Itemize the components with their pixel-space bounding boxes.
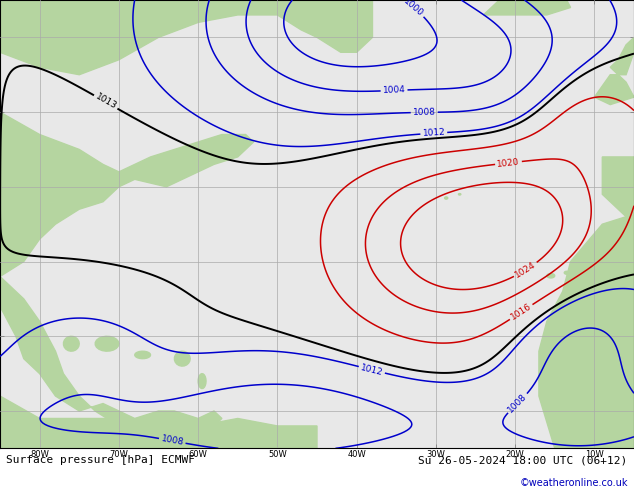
Text: Surface pressure [hPa] ECMWF: Surface pressure [hPa] ECMWF	[6, 455, 195, 465]
Polygon shape	[95, 336, 119, 351]
Polygon shape	[602, 157, 634, 217]
Text: 1016: 1016	[509, 302, 533, 322]
Polygon shape	[458, 194, 461, 195]
Text: 1008: 1008	[413, 108, 436, 117]
Text: ©weatheronline.co.uk: ©weatheronline.co.uk	[519, 477, 628, 488]
Polygon shape	[0, 276, 222, 441]
Text: 1004: 1004	[382, 86, 406, 96]
Polygon shape	[198, 374, 206, 389]
Polygon shape	[0, 0, 372, 75]
Text: 1013: 1013	[93, 93, 118, 112]
Text: 1000: 1000	[402, 0, 425, 19]
Polygon shape	[16, 411, 23, 418]
Polygon shape	[564, 271, 569, 274]
Polygon shape	[135, 351, 150, 359]
Polygon shape	[174, 351, 190, 366]
Polygon shape	[444, 197, 448, 199]
Polygon shape	[0, 396, 317, 448]
Polygon shape	[0, 0, 254, 276]
Polygon shape	[547, 273, 555, 278]
Text: 1024: 1024	[514, 260, 538, 280]
Text: 1012: 1012	[359, 363, 384, 377]
Polygon shape	[595, 37, 634, 105]
Polygon shape	[539, 217, 634, 448]
Text: Su 26-05-2024 18:00 UTC (06+12): Su 26-05-2024 18:00 UTC (06+12)	[418, 455, 628, 465]
Text: 1012: 1012	[422, 128, 446, 138]
Polygon shape	[483, 0, 571, 15]
Text: 1008: 1008	[507, 392, 529, 415]
Polygon shape	[63, 336, 79, 351]
Text: 1020: 1020	[496, 157, 521, 169]
Text: 1008: 1008	[160, 434, 184, 447]
